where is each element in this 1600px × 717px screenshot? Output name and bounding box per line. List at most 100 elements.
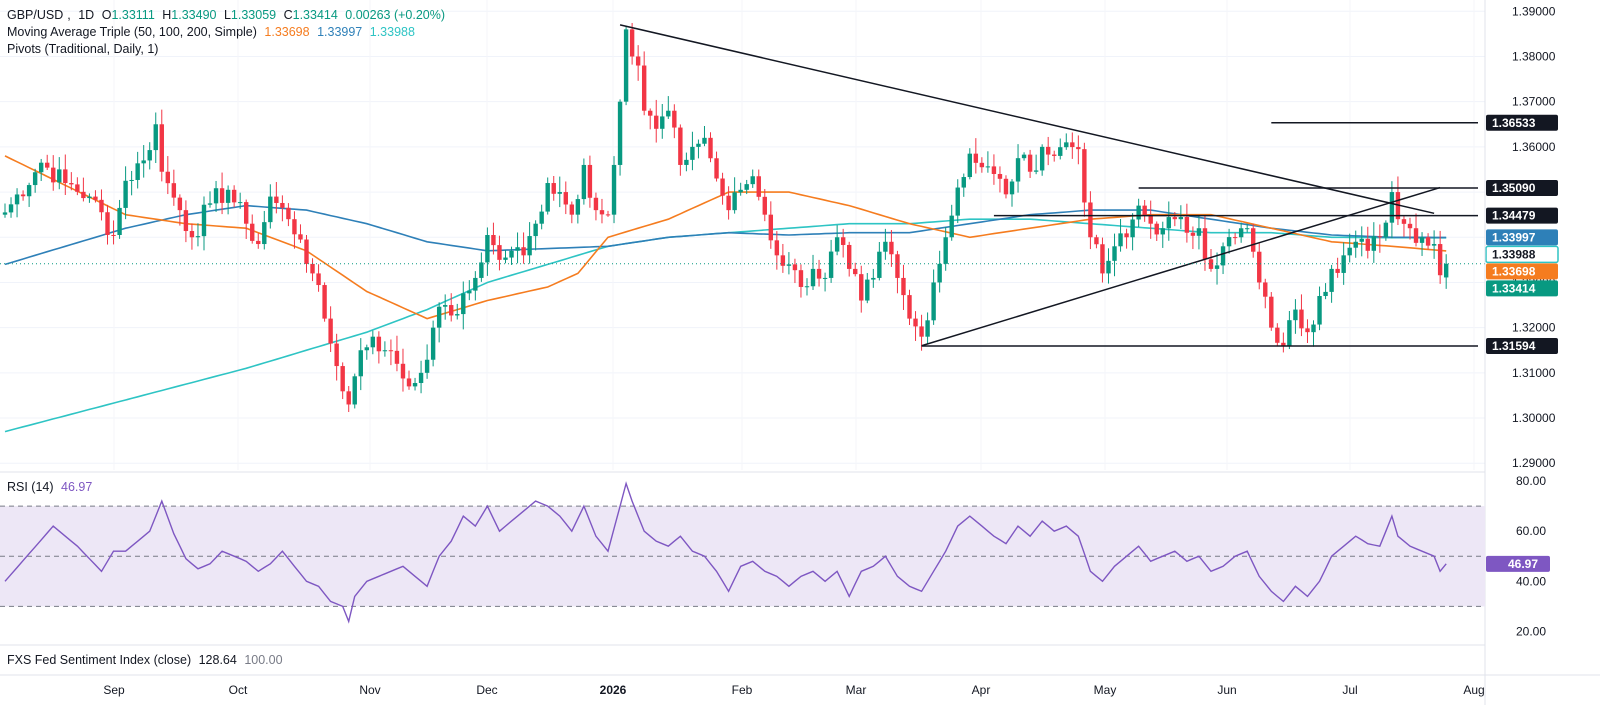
- candle[interactable]: [219, 172, 225, 215]
- candle[interactable]: [955, 179, 960, 224]
- candle[interactable]: [575, 194, 581, 224]
- candle[interactable]: [865, 272, 870, 304]
- time-axis[interactable]: Sep Oct Nov Dec 2026 Feb Mar Apr May Jun Jul Aug: [103, 683, 1484, 697]
- candle[interactable]: [183, 200, 189, 243]
- rsi-legend[interactable]: RSI (14) 46.97: [7, 478, 96, 496]
- candle[interactable]: [129, 170, 134, 196]
- candle[interactable]: [551, 175, 556, 201]
- candle[interactable]: [1365, 226, 1370, 259]
- candle[interactable]: [750, 169, 755, 188]
- candle[interactable]: [352, 373, 357, 409]
- candle[interactable]: [859, 265, 864, 313]
- candle[interactable]: [1214, 252, 1220, 285]
- candle[interactable]: [503, 250, 508, 264]
- candle[interactable]: [792, 258, 798, 284]
- candle[interactable]: [509, 246, 514, 265]
- candle[interactable]: [702, 125, 707, 147]
- candle[interactable]: [1371, 222, 1377, 263]
- trendline[interactable]: [921, 186, 1441, 347]
- candle[interactable]: [1154, 221, 1159, 241]
- candle[interactable]: [1027, 149, 1033, 178]
- candle[interactable]: [1094, 234, 1099, 249]
- candle[interactable]: [1407, 217, 1413, 240]
- candle[interactable]: [1347, 233, 1352, 263]
- candle[interactable]: [1064, 133, 1069, 150]
- candle[interactable]: [135, 151, 140, 189]
- pivots-legend[interactable]: Pivots (Traditional, Daily, 1): [7, 40, 162, 58]
- candle[interactable]: [20, 190, 26, 201]
- candle[interactable]: [774, 231, 780, 270]
- candle[interactable]: [1311, 320, 1316, 347]
- candle[interactable]: [1244, 223, 1250, 233]
- candle[interactable]: [949, 204, 954, 241]
- symbol-name[interactable]: GBP/USD: [7, 8, 64, 22]
- candle[interactable]: [1401, 216, 1407, 237]
- candle[interactable]: [901, 264, 906, 310]
- candle[interactable]: [1178, 205, 1184, 230]
- candle[interactable]: [1130, 213, 1135, 251]
- candle[interactable]: [1431, 230, 1437, 259]
- candle[interactable]: [1443, 254, 1449, 289]
- candle[interactable]: [14, 188, 20, 218]
- candle[interactable]: [473, 271, 478, 301]
- candle[interactable]: [87, 193, 92, 203]
- candle[interactable]: [1015, 144, 1021, 193]
- candle[interactable]: [370, 330, 376, 355]
- candle[interactable]: [237, 192, 243, 209]
- candle[interactable]: [1335, 257, 1340, 278]
- candle[interactable]: [895, 250, 900, 294]
- candle[interactable]: [593, 192, 599, 221]
- candle[interactable]: [1353, 230, 1358, 258]
- candle[interactable]: [943, 226, 948, 271]
- candle[interactable]: [1287, 310, 1292, 350]
- candle[interactable]: [991, 154, 997, 185]
- candle[interactable]: [93, 190, 98, 203]
- candle[interactable]: [1148, 200, 1153, 239]
- fxs-legend[interactable]: FXS Fed Sentiment Index (close) 128.64 1…: [7, 651, 287, 669]
- candle[interactable]: [973, 138, 979, 174]
- candle[interactable]: [244, 199, 249, 239]
- candle[interactable]: [1100, 237, 1105, 283]
- candle[interactable]: [666, 96, 671, 119]
- candle[interactable]: [328, 306, 333, 353]
- candle[interactable]: [1293, 299, 1298, 334]
- candle[interactable]: [569, 201, 575, 224]
- candle[interactable]: [1257, 242, 1262, 290]
- candle[interactable]: [545, 177, 550, 215]
- candle[interactable]: [491, 222, 496, 255]
- candle[interactable]: [539, 204, 544, 230]
- candle[interactable]: [660, 103, 665, 139]
- candle[interactable]: [521, 232, 526, 264]
- candle[interactable]: [1269, 292, 1274, 331]
- candle[interactable]: [1425, 233, 1431, 250]
- candle[interactable]: [527, 222, 532, 264]
- candle[interactable]: [117, 199, 122, 239]
- candle[interactable]: [1106, 248, 1111, 284]
- candle[interactable]: [479, 252, 484, 282]
- rsi-pane[interactable]: [0, 481, 1485, 624]
- candle[interactable]: [1389, 181, 1395, 239]
- candle[interactable]: [256, 233, 261, 249]
- candle[interactable]: [382, 341, 388, 357]
- candle[interactable]: [8, 197, 14, 218]
- candle[interactable]: [828, 239, 834, 283]
- candle[interactable]: [1021, 152, 1027, 161]
- candle[interactable]: [768, 201, 774, 249]
- candle[interactable]: [919, 314, 924, 351]
- candle[interactable]: [346, 386, 351, 413]
- candle[interactable]: [26, 182, 32, 207]
- trendline[interactable]: [619, 24, 1435, 215]
- candle[interactable]: [1323, 283, 1328, 300]
- candle[interactable]: [684, 152, 689, 172]
- candle[interactable]: [1275, 323, 1280, 347]
- candle[interactable]: [515, 232, 520, 264]
- candle[interactable]: [744, 179, 749, 195]
- candle[interactable]: [436, 302, 442, 343]
- candle[interactable]: [1196, 215, 1202, 250]
- candle[interactable]: [1184, 203, 1190, 243]
- candle[interactable]: [1009, 179, 1015, 207]
- ma50-line[interactable]: [4, 155, 1447, 320]
- candle[interactable]: [310, 258, 315, 282]
- candle[interactable]: [780, 243, 786, 273]
- candle[interactable]: [810, 254, 816, 290]
